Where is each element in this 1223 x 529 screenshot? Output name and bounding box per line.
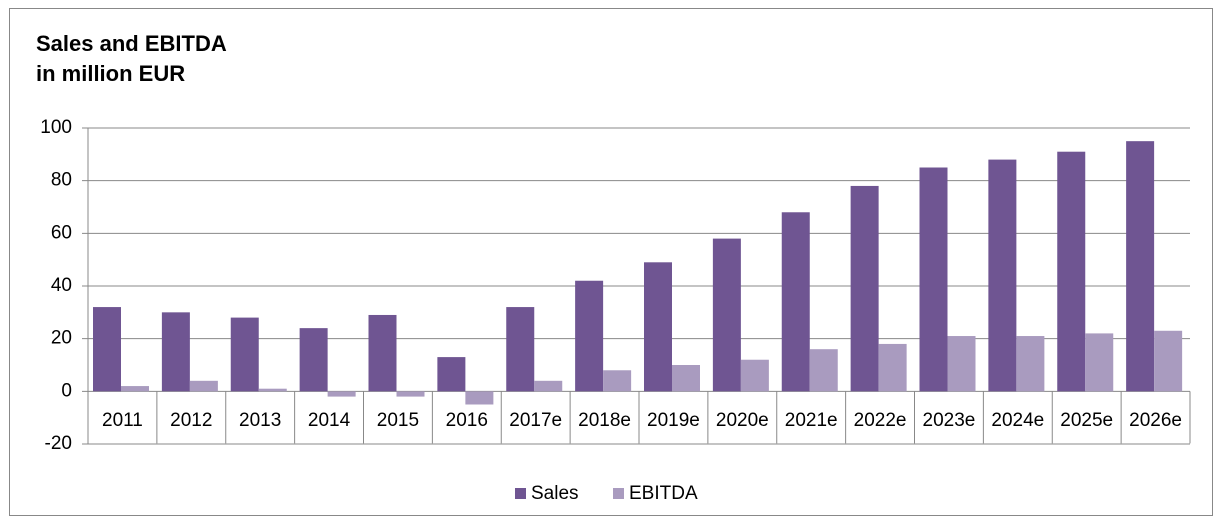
y-tick-label: 40 xyxy=(51,275,72,296)
x-tick-label: 2026e xyxy=(1129,410,1182,431)
x-tick-label: 2017e xyxy=(509,410,562,431)
y-tick-label: 0 xyxy=(61,380,72,401)
bar xyxy=(396,391,425,397)
bar xyxy=(506,307,535,392)
bar xyxy=(672,365,700,392)
x-tick-label: 2013 xyxy=(239,410,281,431)
bar xyxy=(1085,333,1114,392)
bar xyxy=(809,349,838,392)
bar xyxy=(437,357,466,392)
bar xyxy=(740,359,769,392)
bar xyxy=(465,391,494,405)
x-tick-label: 2020e xyxy=(716,410,769,431)
legend-label: EBITDA xyxy=(629,483,698,504)
bar xyxy=(988,159,1017,392)
x-tick-label: 2011 xyxy=(102,410,143,431)
x-tick-label: 2016 xyxy=(446,410,488,431)
chart-subtitle: in million EUR xyxy=(36,61,185,86)
bar xyxy=(161,312,190,392)
legend-label: Sales xyxy=(531,483,579,504)
bar xyxy=(575,280,604,392)
bar xyxy=(781,212,810,392)
x-tick-label: 2019e xyxy=(647,410,700,431)
bar xyxy=(368,314,397,392)
y-tick-label: -20 xyxy=(45,433,72,454)
x-tick-label: 2023e xyxy=(923,410,976,431)
bar xyxy=(850,185,879,392)
bar xyxy=(1016,336,1045,392)
x-tick-label: 2024e xyxy=(991,410,1044,431)
bar xyxy=(1126,141,1155,392)
bar xyxy=(258,388,287,392)
bar xyxy=(299,328,328,392)
bar xyxy=(878,343,907,392)
bar xyxy=(230,317,259,392)
x-tick-label: 2012 xyxy=(170,410,212,431)
x-tick-label: 2014 xyxy=(308,410,351,431)
legend-swatch xyxy=(515,488,526,499)
bar xyxy=(1154,330,1183,392)
x-tick-label: 2015 xyxy=(377,410,419,431)
chart-title: Sales and EBITDA xyxy=(36,31,227,56)
bar xyxy=(534,380,563,392)
x-tick-label: 2018e xyxy=(578,410,631,431)
bar xyxy=(947,336,976,392)
legend-swatch xyxy=(613,488,624,499)
y-tick-label: 80 xyxy=(51,170,72,191)
x-tick-label: 2022e xyxy=(854,410,907,431)
x-tick-label: 2021e xyxy=(785,410,838,431)
bar xyxy=(189,380,218,392)
y-tick-label: 60 xyxy=(51,222,72,243)
bar xyxy=(327,391,356,397)
bar xyxy=(93,307,121,392)
bar xyxy=(603,370,632,392)
bar xyxy=(712,238,741,392)
chart-frame xyxy=(9,8,1213,516)
bar xyxy=(644,262,672,392)
bar xyxy=(919,167,948,392)
bar xyxy=(121,386,149,392)
x-tick-label: 2025e xyxy=(1060,410,1113,431)
y-tick-label: 100 xyxy=(40,117,72,138)
y-tick-label: 20 xyxy=(51,328,72,349)
bar xyxy=(1057,151,1086,392)
